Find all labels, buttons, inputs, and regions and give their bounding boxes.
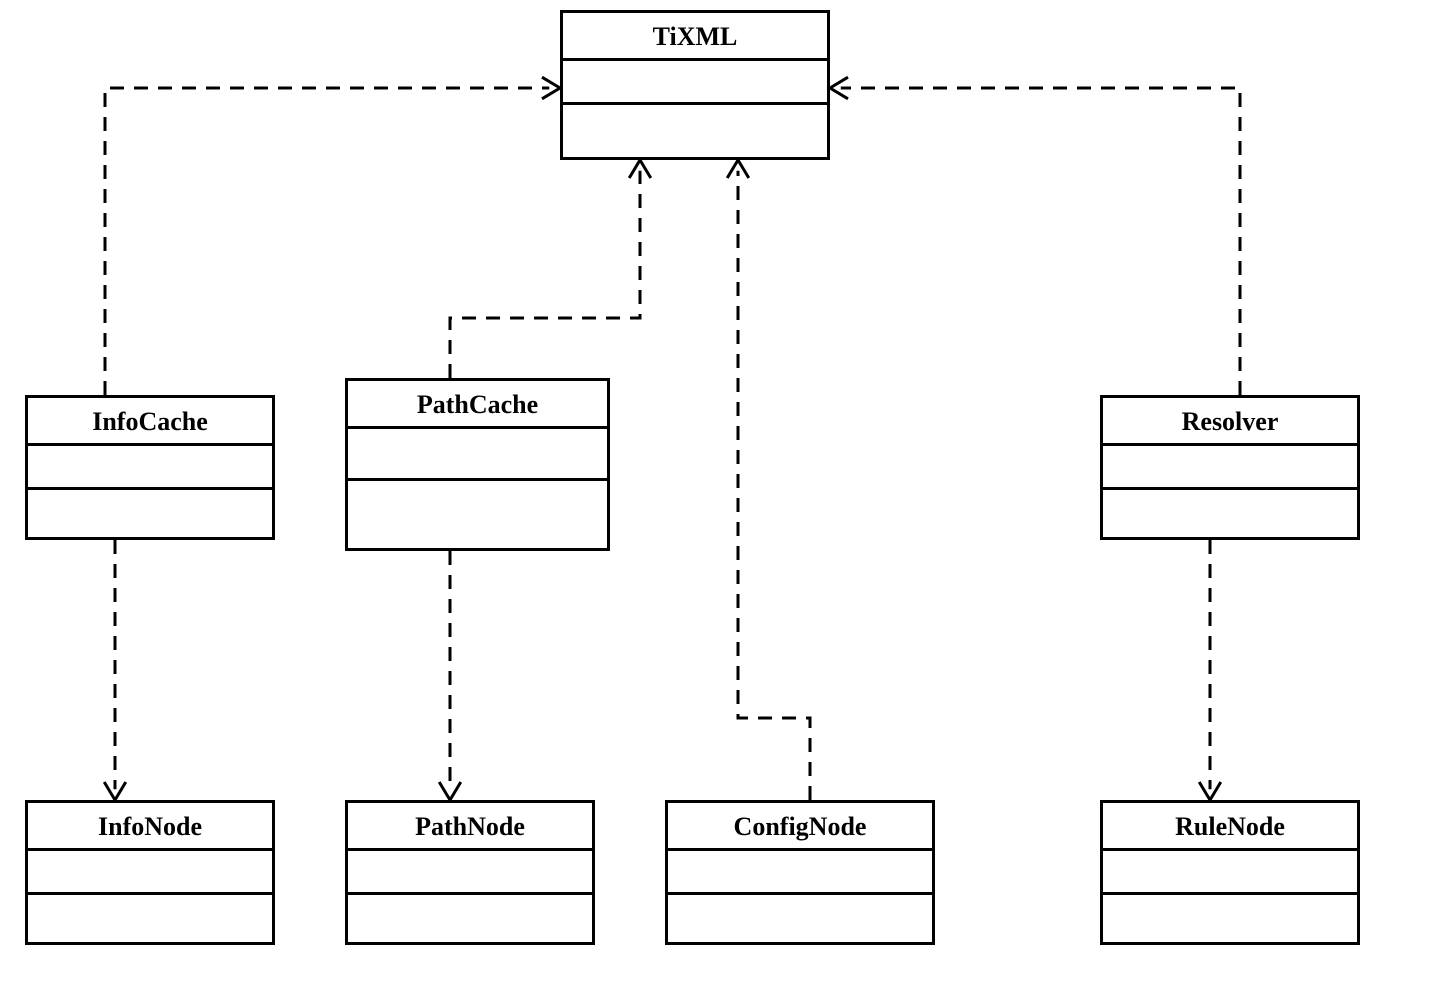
- uml-class-resolver: Resolver: [1100, 395, 1360, 540]
- uml-attributes: [348, 429, 607, 481]
- uml-title: ConfigNode: [668, 803, 932, 851]
- uml-operations: [348, 481, 607, 548]
- uml-title: PathNode: [348, 803, 592, 851]
- arrowhead-icon: [1199, 782, 1221, 800]
- uml-title: TiXML: [563, 13, 827, 61]
- uml-attributes: [563, 61, 827, 105]
- uml-class-infonode: InfoNode: [25, 800, 275, 945]
- uml-class-confignode: ConfigNode: [665, 800, 935, 945]
- uml-attributes: [28, 446, 272, 490]
- arrowhead-icon: [104, 782, 126, 800]
- arrowhead-icon: [727, 160, 749, 178]
- uml-operations: [28, 490, 272, 537]
- uml-operations: [668, 895, 932, 942]
- arrowhead-icon: [629, 160, 651, 178]
- arrowhead-icon: [439, 782, 461, 800]
- uml-class-pathnode: PathNode: [345, 800, 595, 945]
- dependency-edge: [738, 171, 810, 800]
- uml-attributes: [28, 851, 272, 895]
- uml-class-infocache: InfoCache: [25, 395, 275, 540]
- dependency-edge: [450, 171, 640, 378]
- arrowhead-icon: [542, 77, 560, 99]
- uml-title: PathCache: [348, 381, 607, 429]
- uml-title: Resolver: [1103, 398, 1357, 446]
- uml-title: InfoNode: [28, 803, 272, 851]
- uml-class-pathcache: PathCache: [345, 378, 610, 551]
- dependency-edge: [105, 88, 549, 395]
- uml-attributes: [1103, 851, 1357, 895]
- uml-operations: [563, 105, 827, 157]
- arrowhead-icon: [830, 77, 848, 99]
- uml-class-rulenode: RuleNode: [1100, 800, 1360, 945]
- uml-attributes: [348, 851, 592, 895]
- uml-operations: [1103, 490, 1357, 537]
- uml-operations: [348, 895, 592, 942]
- uml-attributes: [1103, 446, 1357, 490]
- uml-title: InfoCache: [28, 398, 272, 446]
- uml-operations: [28, 895, 272, 942]
- uml-class-tixml: TiXML: [560, 10, 830, 160]
- uml-attributes: [668, 851, 932, 895]
- uml-title: RuleNode: [1103, 803, 1357, 851]
- dependency-edge: [841, 88, 1240, 395]
- uml-operations: [1103, 895, 1357, 942]
